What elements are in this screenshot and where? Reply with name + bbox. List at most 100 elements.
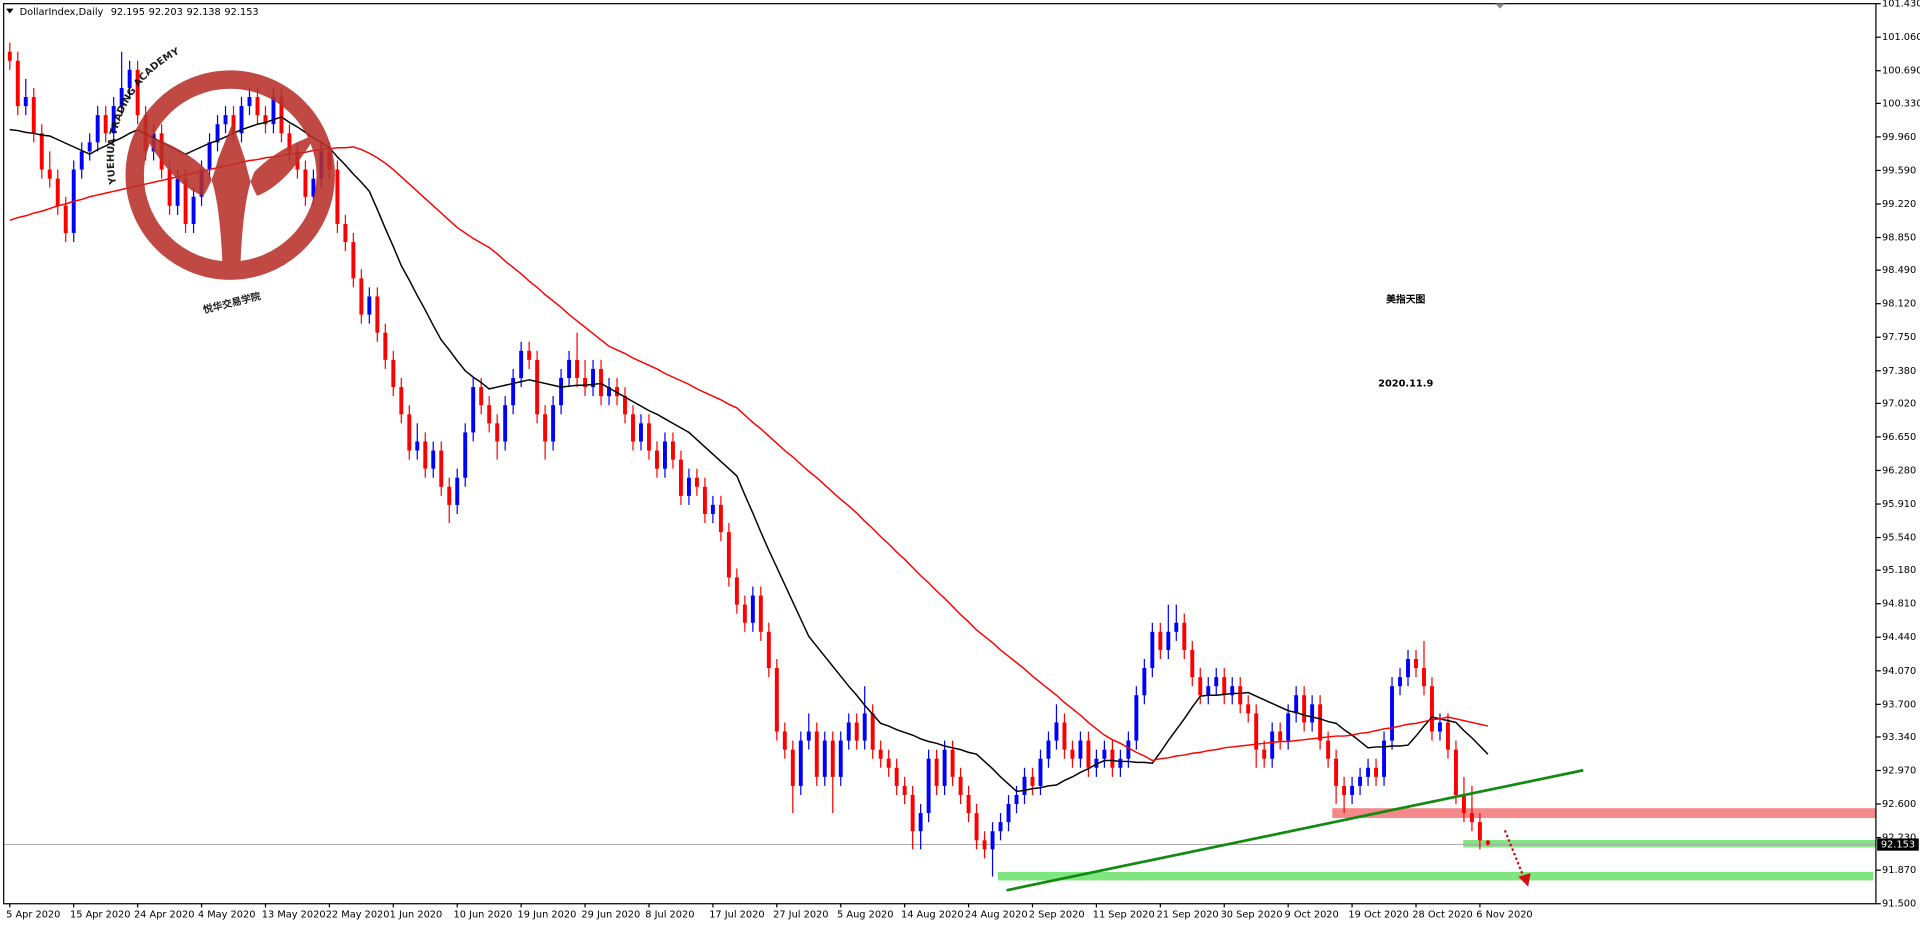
- plot-frame: [3, 3, 1877, 905]
- candle-body: [806, 731, 811, 741]
- candle-body: [1350, 785, 1355, 795]
- y-tick-label: 94.440: [1882, 632, 1916, 643]
- candle-body: [814, 731, 819, 777]
- candle-body: [1102, 749, 1107, 759]
- candle-body: [1062, 722, 1067, 750]
- candle-body: [303, 169, 308, 197]
- candle-body: [846, 722, 851, 741]
- menu-triangle[interactable]: [6, 8, 14, 14]
- candle-body: [1014, 794, 1019, 805]
- candle-body: [111, 106, 116, 134]
- y-tick-label: 92.600: [1882, 799, 1916, 810]
- candle-body: [223, 115, 228, 125]
- candle-body: [878, 749, 883, 759]
- candle-body: [1094, 758, 1099, 768]
- candle-body: [535, 359, 540, 415]
- candle-body: [758, 595, 763, 632]
- candle-body: [1390, 686, 1394, 741]
- candle-body: [423, 441, 428, 469]
- candle-body: [583, 378, 588, 388]
- candle-body: [1414, 659, 1418, 669]
- candle-body: [1254, 713, 1259, 750]
- candle-body: [1438, 722, 1442, 732]
- x-tick-label: 17 Jul 2020: [709, 910, 764, 921]
- y-tick-label: 98.850: [1882, 233, 1916, 244]
- x-tick-label: 30 Sep 2020: [1221, 910, 1283, 921]
- candle-body: [1214, 677, 1219, 687]
- candle-body: [1206, 686, 1211, 696]
- candle-body: [1190, 649, 1195, 678]
- candle-body: [55, 178, 60, 206]
- y-tick-label: 100.330: [1882, 98, 1920, 109]
- x-tick-label: 19 Jun 2020: [517, 910, 576, 921]
- candle-body: [1461, 794, 1466, 814]
- candle-body: [447, 486, 452, 505]
- y-tick-label: 91.500: [1882, 899, 1916, 910]
- candle-body: [726, 532, 731, 578]
- y-tick-label: 98.120: [1882, 299, 1916, 310]
- candle-body: [23, 97, 28, 107]
- y-tick-label: 100.690: [1882, 66, 1920, 77]
- x-tick-label: 21 Sep 2020: [1157, 910, 1219, 921]
- candle-body: [471, 387, 476, 433]
- candle-body: [543, 414, 548, 442]
- candle-body: [599, 368, 603, 397]
- candle-body: [910, 794, 915, 832]
- candle-body: [1469, 813, 1474, 823]
- candle-body: [255, 97, 260, 116]
- x-tick-label: 9 Oct 2020: [1284, 910, 1338, 921]
- candle-body: [1118, 758, 1123, 768]
- candle-body: [383, 332, 388, 360]
- candle-body: [607, 387, 611, 397]
- candle-body: [1054, 722, 1059, 741]
- candle-body: [1374, 767, 1379, 777]
- candle-body: [774, 668, 779, 732]
- candle-body: [1318, 704, 1323, 741]
- y-tick-label: 96.280: [1882, 465, 1916, 476]
- candle-body: [1150, 631, 1155, 669]
- candle-body: [663, 441, 667, 469]
- candle-body: [407, 414, 412, 451]
- candle-body: [918, 813, 923, 832]
- candle-body: [335, 169, 340, 224]
- support-zone: [1463, 840, 1876, 848]
- candle-body: [886, 758, 891, 768]
- y-tick-label: 96.650: [1882, 432, 1916, 443]
- chart-title: 美指天图: [1386, 293, 1425, 306]
- high: 92.203: [149, 7, 183, 18]
- candle-body: [1342, 785, 1347, 795]
- candle-body: [239, 106, 244, 134]
- candle-body: [1182, 622, 1187, 650]
- candle-body: [391, 359, 396, 388]
- candle-body: [1198, 677, 1203, 696]
- candle-body: [1262, 749, 1267, 759]
- candle-body: [838, 740, 843, 777]
- candle-body: [702, 486, 707, 514]
- chart-header: DollarIndex,Daily 92.195 92.203 92.138 92.15…: [20, 7, 259, 18]
- x-tick-label: 15 Apr 2020: [70, 910, 130, 921]
- y-tick-label: 99.220: [1882, 199, 1916, 210]
- candle-body: [311, 178, 316, 197]
- candle-body: [95, 115, 100, 143]
- candle-body: [974, 813, 979, 841]
- y-tick-label: 92.970: [1882, 765, 1916, 776]
- candle-body: [191, 196, 196, 224]
- candle-body: [135, 69, 140, 116]
- candle-body: [782, 731, 787, 750]
- candle-body: [183, 178, 188, 224]
- x-tick-label: 24 Apr 2020: [134, 910, 194, 921]
- candle-body: [63, 205, 68, 233]
- candle-body: [1358, 776, 1363, 786]
- candle-body: [47, 169, 52, 179]
- x-tick-label: 5 Aug 2020: [837, 910, 893, 921]
- candle-body: [431, 450, 436, 469]
- candle-body: [287, 133, 292, 152]
- candle-body: [631, 414, 635, 442]
- candle-body: [175, 178, 180, 206]
- candle-body: [87, 142, 92, 152]
- candle-body: [7, 51, 12, 61]
- x-tick-label: 8 Jul 2020: [645, 910, 694, 921]
- y-tick-label: 92.230: [1882, 833, 1916, 844]
- candle-body: [623, 396, 627, 415]
- candle-body: [215, 124, 220, 143]
